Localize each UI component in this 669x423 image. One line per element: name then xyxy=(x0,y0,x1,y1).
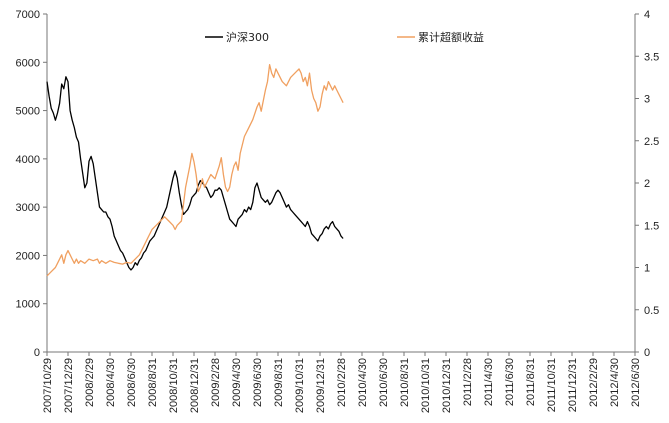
x-tick-label: 2011/8/31 xyxy=(525,358,537,406)
y-right-tick-label: 1.5 xyxy=(644,220,659,232)
x-tick-label: 2009/2/28 xyxy=(210,358,222,407)
x-tick-label: 2010/12/31 xyxy=(441,358,453,413)
legend-label-excess-return: 累计超额收益 xyxy=(418,30,484,44)
x-tick-label: 2008/10/31 xyxy=(168,358,180,413)
x-tick-label: 2008/8/31 xyxy=(147,358,159,407)
y-right-tick-label: 3 xyxy=(644,94,650,106)
y-left-tick-label: 3000 xyxy=(16,202,40,214)
y-right-tick-label: 0.5 xyxy=(644,305,659,317)
x-tick-label: 2008/2/29 xyxy=(84,358,96,407)
y-left-tick-label: 0 xyxy=(34,347,40,359)
y-left-tick-label: 4000 xyxy=(16,154,40,166)
y-right-tick-label: 4 xyxy=(644,9,650,21)
legend-label-csi300: 沪深300 xyxy=(226,30,269,44)
x-tick-label: 2010/2/28 xyxy=(336,358,348,407)
x-tick-label: 2009/6/30 xyxy=(252,358,264,407)
series-layer xyxy=(46,64,344,277)
y-right-tick-label: 1 xyxy=(644,263,650,275)
x-tick-label: 2009/10/31 xyxy=(294,358,306,413)
x-tick-label: 2012/6/30 xyxy=(630,358,642,407)
y-left-tick-label: 7000 xyxy=(16,9,40,21)
x-tick-label: 2007/10/29 xyxy=(42,358,54,413)
x-tick-label: 2012/4/30 xyxy=(609,358,621,407)
y-right-tick-label: 2.5 xyxy=(644,136,659,148)
x-tick-label: 2008/4/30 xyxy=(105,358,117,407)
x-tick-label: 2009/4/30 xyxy=(231,358,243,407)
y-right-tick-label: 2 xyxy=(644,178,650,190)
x-tick-label: 2009/12/31 xyxy=(315,358,327,413)
y-left-tick-label: 5000 xyxy=(16,106,40,118)
x-tick-label: 2011/10/31 xyxy=(546,358,558,412)
x-tick-label: 2010/10/31 xyxy=(420,358,432,413)
x-tick-label: 2010/8/31 xyxy=(399,358,411,407)
y-left-tick-label: 2000 xyxy=(16,250,40,262)
x-tick-label: 2008/6/30 xyxy=(126,358,138,407)
legend: 沪深300 累计超额收益 xyxy=(205,30,484,44)
x-tick-label: 2011/6/30 xyxy=(504,358,516,406)
x-tick-label: 2011/2/28 xyxy=(462,358,474,406)
x-tick-label: 2010/6/30 xyxy=(378,358,390,407)
x-tick-label: 2008/12/31 xyxy=(189,358,201,413)
x-tick-label: 2011/4/30 xyxy=(483,358,495,406)
x-tick-label: 2010/4/30 xyxy=(357,358,369,407)
series-line-csi300 xyxy=(46,76,344,271)
x-tick-label: 2007/12/29 xyxy=(63,358,75,413)
y-left-tick-label: 6000 xyxy=(16,57,40,69)
x-tick-label: 2009/8/31 xyxy=(273,358,285,407)
y-left-tick-label: 1000 xyxy=(16,299,40,311)
series-line-excess-return xyxy=(46,64,344,277)
x-tick-label: 2011/12/31 xyxy=(567,358,579,412)
y-right-tick-label: 0 xyxy=(644,347,650,359)
axes: 0 1000 2000 3000 4000 5000 6000 7000 0 0.5 1 1.5 2 2.… xyxy=(16,9,660,413)
x-tick-label: 2012/2/29 xyxy=(588,358,600,407)
y-right-tick-label: 3.5 xyxy=(644,51,659,63)
